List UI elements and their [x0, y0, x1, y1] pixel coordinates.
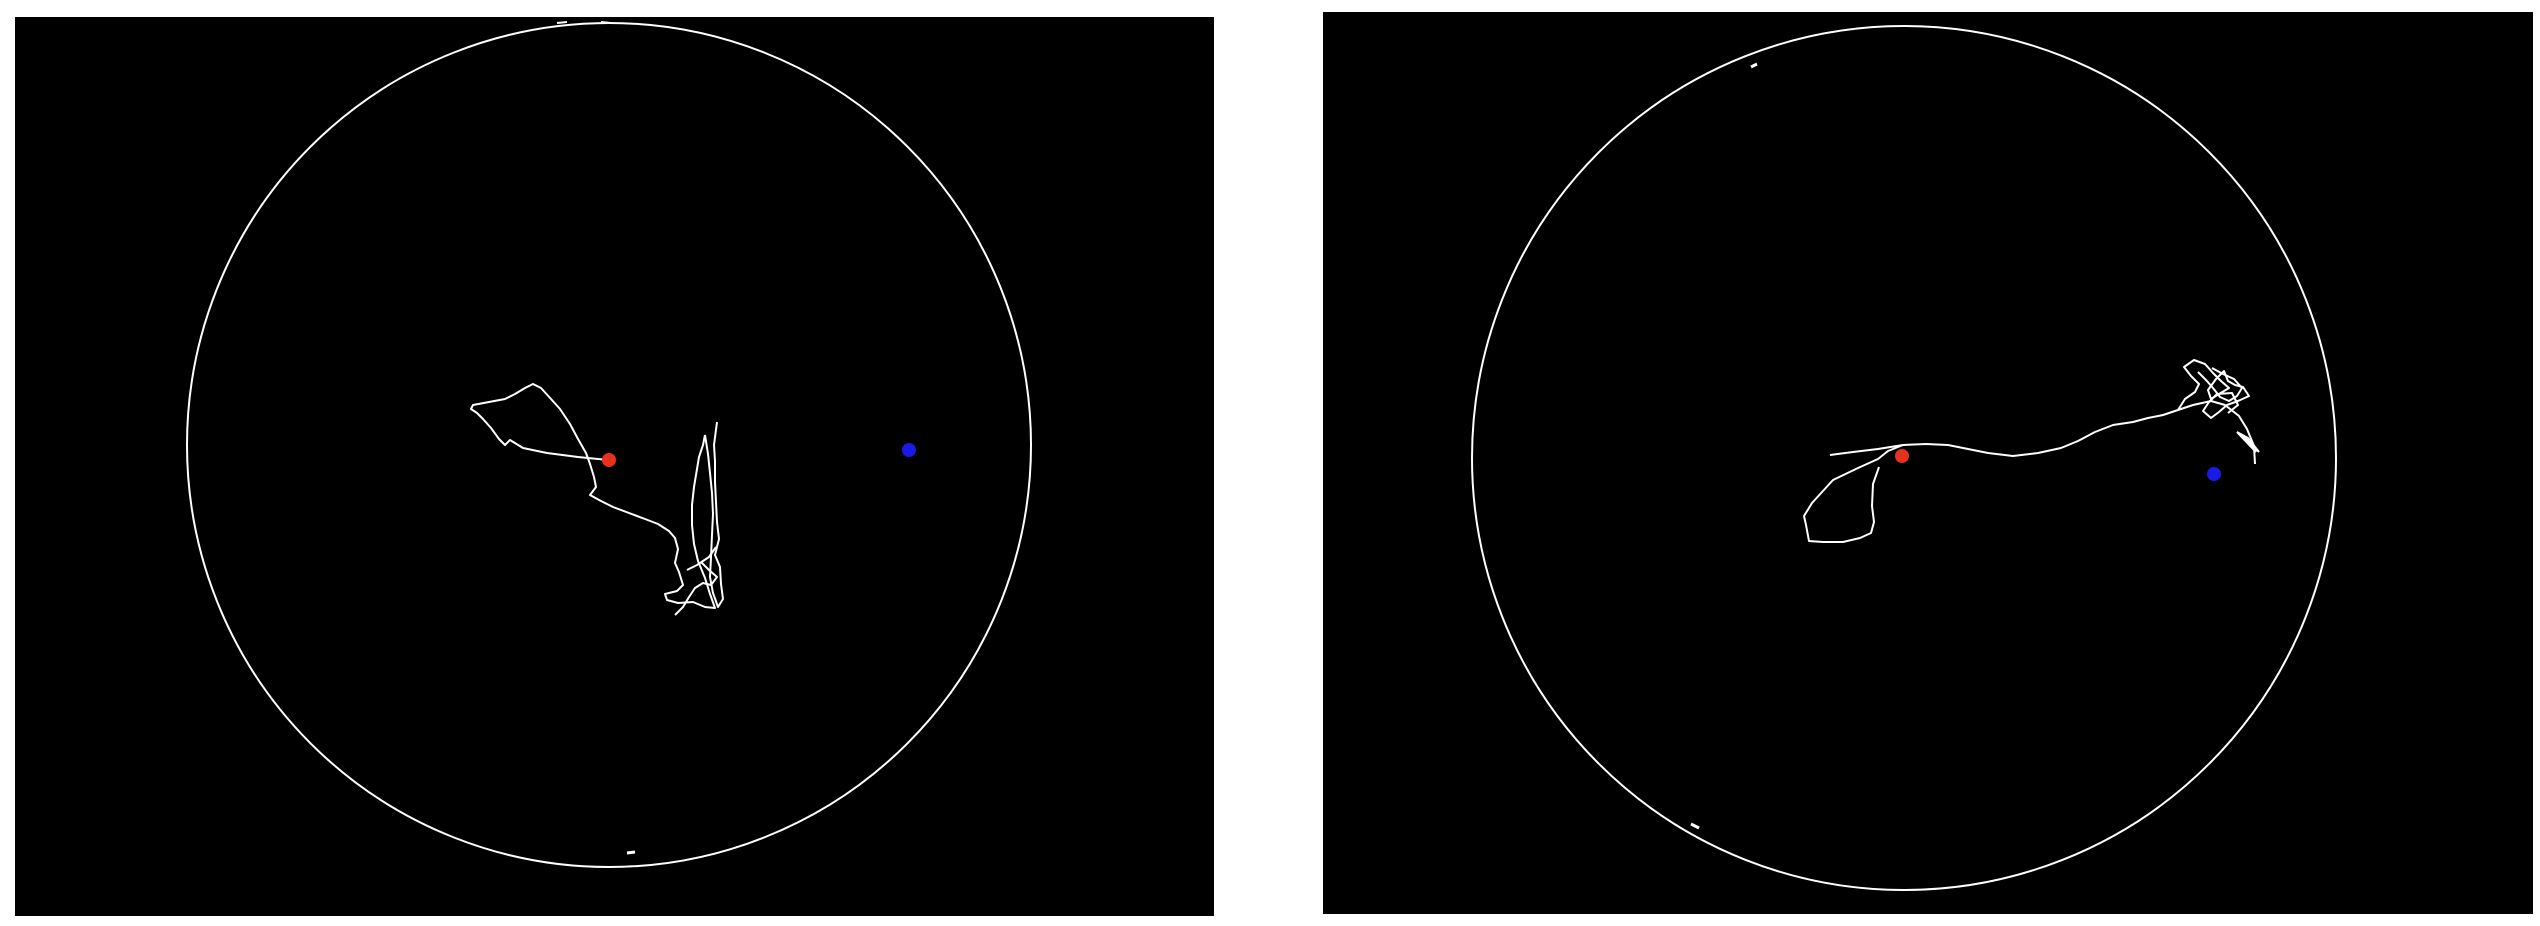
- swim-path: [470, 383, 716, 609]
- trajectory-panel-right: [1323, 12, 2533, 914]
- target-marker: [2207, 467, 2221, 481]
- arena-boundary: [1471, 25, 2337, 891]
- path-end-arrow: [2236, 431, 2260, 453]
- edge-mark-top: [1750, 62, 1758, 69]
- edge-mark-top: [556, 21, 612, 24]
- swim-path-segment: [1803, 444, 1904, 543]
- edge-mark-bottom: [1690, 822, 1700, 830]
- start-marker: [602, 453, 616, 467]
- trajectory-panel-left: [15, 17, 1214, 916]
- swim-path-segment: [674, 561, 718, 616]
- trajectory-plot-right: [1471, 25, 2337, 891]
- edge-mark-bottom: [626, 850, 636, 855]
- swim-path-segment: [704, 421, 724, 608]
- start-marker: [1895, 449, 1909, 463]
- target-marker: [902, 443, 916, 457]
- swim-path: [1829, 400, 2256, 465]
- swim-path-segment: [2177, 359, 2250, 419]
- swim-path-segment: [2197, 367, 2243, 402]
- swim-path-segment: [686, 546, 717, 571]
- trajectory-plot-left: [186, 21, 1032, 868]
